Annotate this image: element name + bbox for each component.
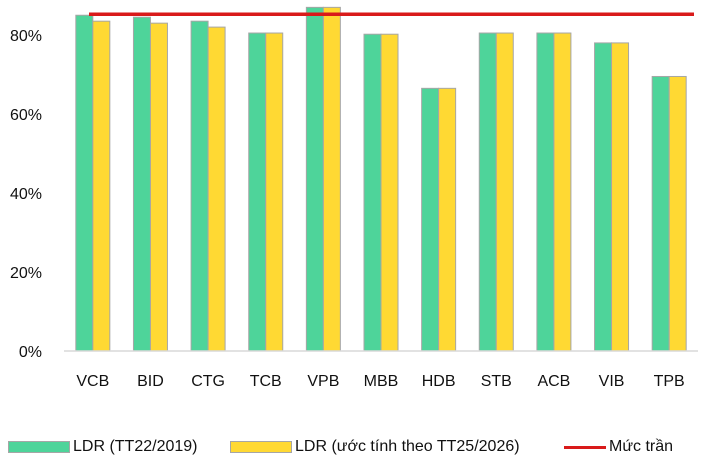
bar-ldr-tt25-stb: [495, 32, 514, 352]
bar-ldr-tt25-mbb: [380, 33, 399, 352]
bar-ldr-tt25-vib: [611, 42, 630, 352]
legend-label-ldr-tt25: LDR (ước tính theo TT25/2026): [295, 438, 520, 455]
x-tick-label: STB: [481, 373, 512, 390]
x-tick-label: VCB: [76, 373, 109, 390]
bar-ldr-tt22-vib: [594, 42, 613, 352]
bar-ldr-tt25-ctg: [207, 26, 226, 352]
y-tick-label: 80%: [10, 28, 42, 45]
x-tick-label: TCB: [250, 373, 282, 390]
legend-item-ldr-tt22: LDR (TT22/2019): [8, 438, 198, 456]
bar-ldr-tt22-vpb: [305, 6, 324, 352]
bar-ldr-tt25-acb: [553, 32, 572, 352]
x-tick-label: VIB: [599, 373, 625, 390]
bar-ldr-tt25-vcb: [92, 20, 111, 352]
x-tick-label: VPB: [307, 373, 339, 390]
x-tick-label: MBB: [364, 373, 399, 390]
bar-ldr-tt22-stb: [478, 32, 497, 352]
y-tick-label: 60%: [10, 107, 42, 124]
x-tick-label: TPB: [654, 373, 685, 390]
bar-ldr-tt22-bid: [132, 16, 151, 352]
legend-swatch-muc-tran: [564, 445, 606, 449]
bar-ldr-tt22-acb: [536, 32, 555, 352]
bar-ldr-tt25-vpb: [322, 6, 341, 352]
legend-swatch-ldr-tt25: [230, 441, 292, 453]
bar-ldr-tt25-bid: [149, 22, 168, 352]
legend-item-ldr-tt25: LDR (ước tính theo TT25/2026): [230, 438, 520, 456]
x-axis: VCB BID CTG TCB VPB MBB HDB STB ACB VIB TPB: [64, 350, 698, 390]
x-tick-label: BID: [137, 373, 164, 390]
y-tick-label: 0%: [19, 344, 42, 361]
bar-ldr-tt22-ctg: [190, 20, 209, 352]
x-tick-label: CTG: [191, 373, 225, 390]
bar-ldr-tt22-vcb: [75, 14, 94, 352]
y-tick-label: 40%: [10, 186, 42, 203]
bars: [75, 6, 687, 352]
legend-label-muc-tran: Mức trần: [609, 438, 674, 455]
legend-item-muc-tran: Mức trần: [564, 438, 673, 456]
x-tick-label: HDB: [422, 373, 456, 390]
bar-ldr-tt22-tpb: [651, 75, 670, 352]
bar-ldr-tt22-tcb: [248, 32, 267, 352]
bar-ldr-tt22-hdb: [421, 87, 440, 352]
legend-label-ldr-tt22: LDR (TT22/2019): [73, 438, 198, 455]
legend: LDR (TT22/2019) LDR (ước tính theo TT25/…: [0, 438, 706, 462]
bar-ldr-tt25-hdb: [438, 87, 457, 352]
y-tick-label: 20%: [10, 265, 42, 282]
bar-ldr-tt22-mbb: [363, 33, 382, 352]
x-tick-label: ACB: [537, 373, 570, 390]
legend-swatch-ldr-tt22: [8, 441, 70, 453]
bar-ldr-tt25-tcb: [265, 32, 284, 352]
y-axis: 0% 20% 40% 60% 80%: [10, 28, 42, 361]
bar-ldr-tt25-tpb: [668, 75, 687, 352]
bar-chart: 0% 20% 40% 60% 80% VCB BID CTG TCB VPB MBB HDB STB A…: [10, 6, 698, 390]
